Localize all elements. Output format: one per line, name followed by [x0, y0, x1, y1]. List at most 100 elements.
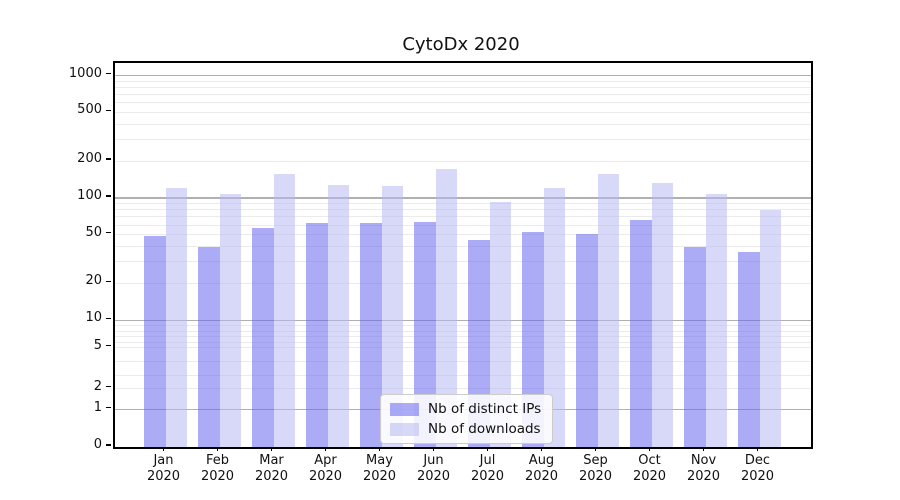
legend-label-distinct-ips: Nb of distinct IPs [428, 401, 542, 417]
gridline-minor [115, 102, 811, 104]
x-tick-mark [162, 447, 165, 451]
gridline-minor [115, 224, 811, 226]
x-tick-mark [486, 447, 489, 451]
bar-distinct-ips [414, 221, 436, 447]
x-tick-label: Dec 2020 [740, 453, 775, 484]
x-tick-mark [540, 447, 543, 451]
bar-distinct-ips [198, 246, 220, 447]
gridline-minor [115, 93, 811, 95]
gridline-minor [115, 209, 811, 211]
y-tick-mark [106, 444, 111, 446]
bars-layer [115, 63, 811, 447]
gridline-minor [115, 282, 811, 284]
x-tick-label: Apr 2020 [308, 453, 343, 484]
x-tick-mark [432, 447, 435, 451]
gridline-minor [115, 330, 811, 332]
x-tick-mark [702, 447, 705, 451]
x-tick-label: Jun 2020 [416, 453, 451, 484]
x-tick-label: Sep 2020 [578, 453, 613, 484]
gridline-minor [115, 347, 811, 349]
bar-downloads [327, 184, 349, 447]
bar-downloads [651, 183, 673, 447]
x-tick-label: Mar 2020 [254, 453, 289, 484]
plot-area: Nb of distinct IPs Nb of downloads [113, 61, 813, 449]
y-tick-label: 100 [77, 187, 102, 203]
x-tick-label: Aug 2020 [524, 453, 559, 484]
bar-downloads [759, 209, 781, 447]
bar-downloads [543, 187, 565, 447]
y-tick-label: 1 [93, 399, 102, 415]
gridline-minor [115, 360, 811, 362]
gridline-major [115, 319, 811, 322]
legend-swatch-downloads-icon [390, 422, 419, 436]
x-tick-label: Jul 2020 [470, 453, 505, 484]
x-tick-label: May 2020 [362, 453, 397, 484]
x-tick-mark [756, 447, 759, 451]
y-tick-mark [106, 280, 111, 283]
bar-downloads [165, 188, 187, 447]
legend-item-distinct-ips: Nb of distinct IPs [390, 401, 541, 417]
bar-downloads [705, 193, 727, 447]
y-tick-mark [106, 345, 111, 347]
y-tick-mark [106, 317, 111, 319]
y-tick-label: 1000 [68, 65, 102, 81]
y-tick-mark [106, 158, 111, 160]
gridline-minor [115, 160, 811, 162]
y-tick-label: 10 [85, 310, 102, 326]
y-tick-mark [106, 232, 111, 234]
x-tick-mark [324, 447, 327, 451]
gridline-minor [115, 374, 811, 376]
y-tick-label: 0 [93, 437, 102, 452]
gridline-minor [115, 341, 811, 343]
y-tick-mark [106, 195, 111, 197]
x-tick-label: Nov 2020 [686, 453, 721, 484]
bar-distinct-ips [684, 246, 706, 447]
bar-distinct-ips [252, 227, 274, 447]
y-tick-label: 5 [93, 337, 102, 353]
gridline-minor [115, 80, 811, 82]
x-tick-mark [270, 447, 273, 451]
bar-distinct-ips [306, 223, 328, 447]
gridline-minor [115, 123, 811, 125]
gridline-minor [115, 246, 811, 248]
bar-downloads [273, 173, 295, 447]
x-tick-mark [378, 447, 381, 451]
x-tick-label: Jan 2020 [146, 453, 181, 484]
x-tick-label: Oct 2020 [632, 453, 667, 484]
x-tick-label: Feb 2020 [200, 453, 235, 484]
y-tick-label: 2 [93, 378, 102, 394]
gridline-minor [115, 111, 811, 113]
bar-downloads [435, 168, 457, 447]
y-tick-label: 500 [77, 102, 102, 118]
bar-distinct-ips [738, 252, 760, 447]
y-tick-label: 200 [77, 151, 102, 167]
bar-downloads [597, 173, 619, 447]
x-tick-mark [216, 447, 219, 451]
legend-label-downloads: Nb of downloads [428, 421, 541, 437]
gridline-major [115, 74, 811, 77]
bar-distinct-ips [630, 219, 652, 447]
legend-item-downloads: Nb of downloads [390, 421, 541, 437]
bar-distinct-ips [522, 231, 544, 447]
y-tick-mark [106, 109, 111, 112]
x-tick-mark [594, 447, 597, 451]
y-tick-label: 20 [85, 273, 102, 289]
bar-distinct-ips [360, 223, 382, 447]
gridlines-layer [115, 63, 811, 447]
gridline-minor [115, 388, 811, 390]
gridline-major [115, 197, 811, 199]
y-tick-mark [106, 407, 111, 409]
y-tick-label: 50 [85, 224, 102, 240]
legend-swatch-distinct-ips-icon [390, 402, 419, 416]
bar-distinct-ips [576, 233, 598, 447]
bar-downloads [219, 193, 241, 447]
gridline-minor [115, 203, 811, 204]
legend: Nb of distinct IPs Nb of downloads [380, 394, 554, 444]
gridline-minor [115, 325, 811, 327]
gridline-minor [115, 86, 811, 88]
gridline-minor [115, 336, 811, 338]
gridline-minor [115, 216, 811, 218]
chart-title: CytoDx 2020 [402, 34, 520, 55]
y-tick-mark [106, 72, 111, 75]
